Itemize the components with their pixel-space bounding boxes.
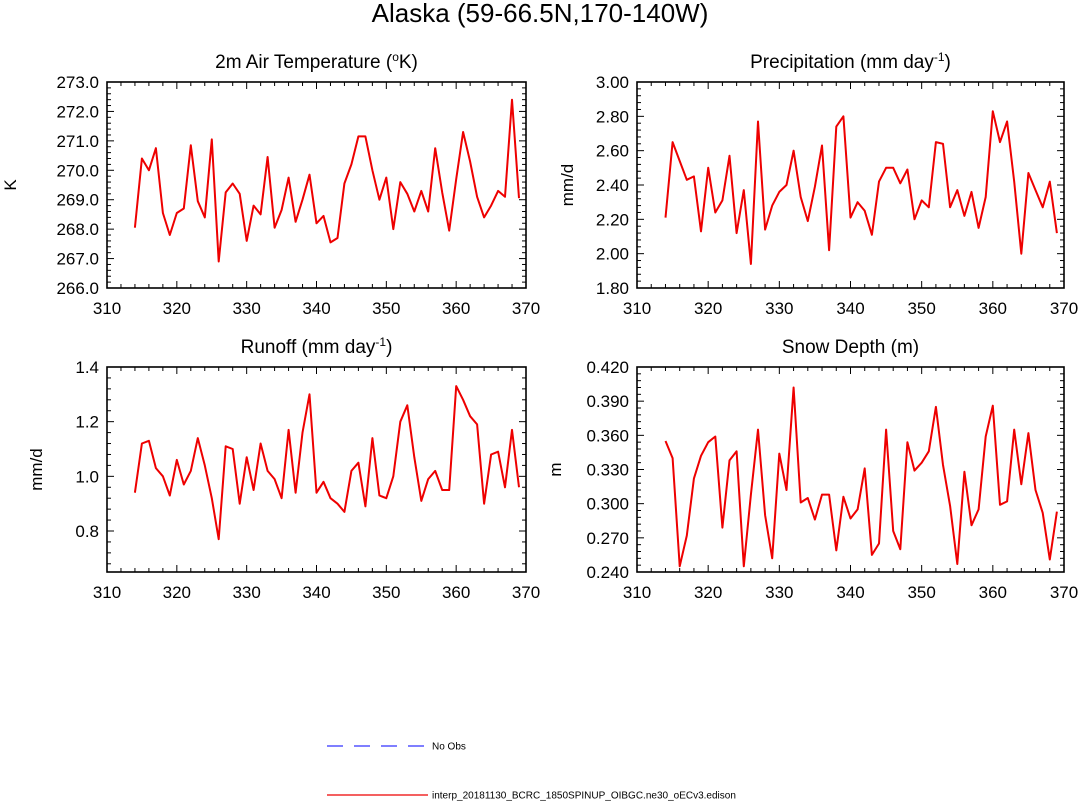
panel-3: Runoff (mm day-1) 310 320 330 340 350 360 370 0.… (27, 335, 540, 602)
x-tick-label: 350 (372, 583, 400, 602)
y-tick-label: 2.40 (596, 176, 629, 195)
x-tick-label: 360 (979, 583, 1007, 602)
panel-title-end: ) (945, 52, 951, 73)
y-tick-label: 1.80 (596, 279, 629, 298)
x-tick-label: 360 (442, 299, 470, 318)
x-tick-label: 310 (93, 583, 121, 602)
x-tick-label: 350 (907, 583, 935, 602)
y-tick-label: 2.80 (596, 107, 629, 126)
panel-1: 2m Air Temperature (oK) 310 320 330 340 350 36… (1, 50, 540, 318)
y-tick-label: 267.0 (56, 250, 99, 269)
panel-4: Snow Depth (m) 310 320 330 340 350 360 370 0.240… (546, 337, 1078, 602)
legend-label: No Obs (432, 742, 466, 753)
y-axis-label: K (1, 179, 20, 191)
y-tick-label: 269.0 (56, 191, 99, 210)
x-tick-label: 320 (163, 583, 191, 602)
panel-title-text: Runoff (mm day (241, 337, 376, 358)
x-tick-label: 350 (907, 299, 935, 318)
series-line (664, 386, 1058, 568)
x-tick-label: 370 (512, 299, 540, 318)
y-axis-label: m (546, 462, 565, 476)
x-tick-label: 330 (232, 299, 260, 318)
plot-frame (636, 81, 1065, 289)
x-tick-label: 340 (836, 299, 864, 318)
panel-title-superscript: -1 (934, 50, 945, 64)
panel-title-superscript: -1 (375, 335, 386, 349)
x-tick-label: 340 (302, 299, 330, 318)
panel-title: 2m Air Temperature (oK) (215, 50, 418, 73)
panel-title: Precipitation (mm day-1) (750, 50, 951, 73)
y-axis-label: mm/d (27, 448, 46, 491)
x-tick-label: 360 (979, 299, 1007, 318)
series-line (664, 110, 1058, 265)
y-tick-label: 268.0 (56, 220, 99, 239)
x-tick-label: 310 (93, 299, 121, 318)
y-tick-label: 0.330 (586, 461, 629, 480)
x-tick-label: 310 (623, 299, 651, 318)
x-tick-label: 370 (1050, 583, 1078, 602)
y-tick-label: 271.0 (56, 132, 99, 151)
panel-title-end: K) (399, 52, 418, 73)
y-tick-label: 0.390 (586, 392, 629, 411)
y-tick-label: 2.20 (596, 210, 629, 229)
panel-title-text: Snow Depth (m) (782, 337, 919, 358)
y-tick-label: 2.60 (596, 142, 629, 161)
x-tick-label: 320 (163, 299, 191, 318)
x-tick-label: 340 (302, 583, 330, 602)
panels: 2m Air Temperature (oK)310 320 330 340 350 36… (1, 50, 1078, 602)
y-tick-label: 0.300 (586, 495, 629, 514)
x-tick-label: 370 (512, 583, 540, 602)
y-axis-label: mm/d (558, 164, 577, 207)
y-tick-label: 0.420 (586, 358, 629, 377)
series-line (133, 385, 520, 541)
y-tick-label: 1.2 (75, 413, 99, 432)
x-tick-label: 360 (442, 583, 470, 602)
panel-2: Precipitation (mm day-1) 310 320 330 340 350 3… (558, 50, 1078, 318)
panel-title-superscript: o (392, 50, 399, 64)
panel-title-text: 2m Air Temperature ( (215, 52, 393, 73)
x-tick-label: 330 (765, 299, 793, 318)
x-tick-label: 340 (836, 583, 864, 602)
y-tick-label: 0.360 (586, 426, 629, 445)
panel-title-end: ) (386, 337, 392, 358)
x-tick-label: 320 (694, 583, 722, 602)
y-tick-label: 3.00 (596, 73, 629, 92)
y-tick-label: 273.0 (56, 73, 99, 92)
x-tick-label: 330 (765, 583, 793, 602)
y-tick-label: 0.270 (586, 529, 629, 548)
x-tick-label: 330 (232, 583, 260, 602)
panel-title-text: Precipitation (mm day (750, 52, 934, 73)
y-tick-label: 266.0 (56, 279, 99, 298)
y-tick-label: 1.0 (75, 467, 99, 486)
x-tick-label: 350 (372, 299, 400, 318)
y-tick-label: 2.00 (596, 245, 629, 264)
legend: No Obs interp_20181130_BCRC_1850SPINUP_OI… (327, 742, 736, 802)
series-line (133, 98, 520, 263)
plot-frame (636, 366, 1065, 573)
x-tick-label: 370 (1050, 299, 1078, 318)
plot-frame (106, 81, 527, 289)
y-tick-label: 1.4 (75, 358, 99, 377)
x-tick-label: 320 (694, 299, 722, 318)
y-tick-label: 272.0 (56, 102, 99, 121)
figure-title: Alaska (59-66.5N,170-140W) (372, 0, 709, 28)
y-tick-label: 270.0 (56, 161, 99, 180)
x-tick-label: 310 (623, 583, 651, 602)
legend-label: interp_20181130_BCRC_1850SPINUP_OIBGC.ne… (432, 791, 736, 802)
y-tick-label: 0.240 (586, 563, 629, 582)
y-tick-label: 0.8 (75, 522, 99, 541)
panel-title: Snow Depth (m) (782, 337, 919, 358)
panel-title: Runoff (mm day-1) (241, 335, 393, 358)
